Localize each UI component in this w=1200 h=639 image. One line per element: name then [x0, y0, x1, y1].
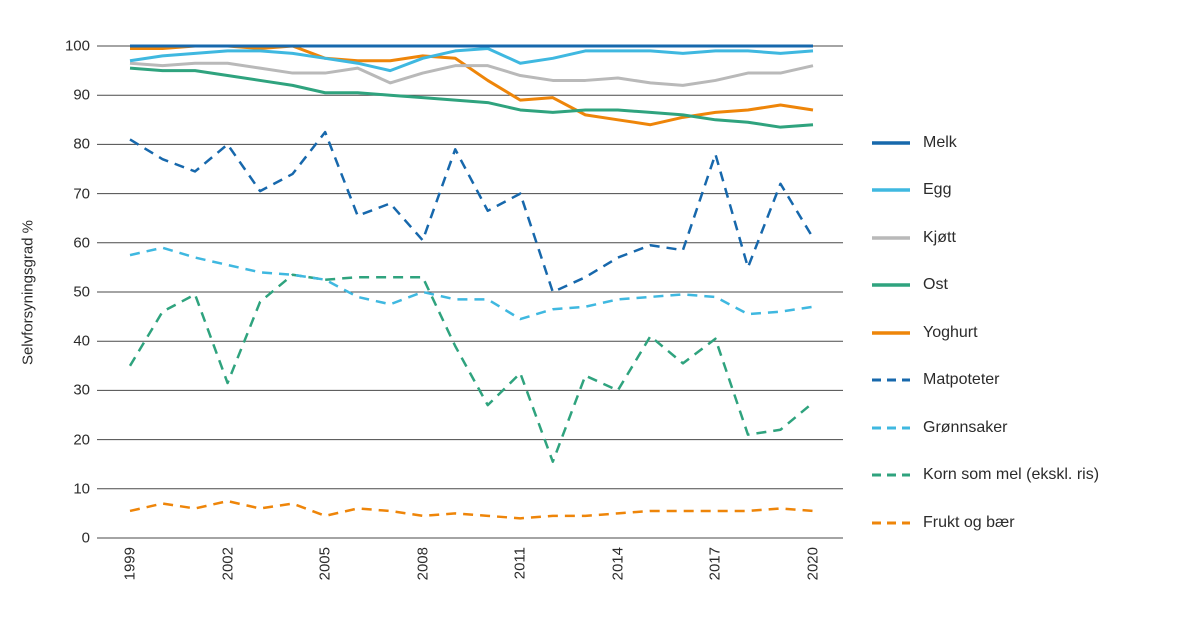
legend-item-frukt-og-b-r: Frukt og bær: [872, 499, 1099, 547]
legend-line-sample: [872, 331, 910, 335]
legend-line-sample: [872, 188, 910, 192]
legend-label: Melk: [923, 133, 957, 151]
x-tick-label: 1999: [121, 547, 139, 581]
x-tick-label: 2011: [511, 547, 529, 580]
series-line-frukt-og-b-r: [129, 499, 814, 520]
legend-line-sample: [872, 283, 910, 287]
legend-line-sample: [872, 141, 910, 145]
legend-item-gr-nnsaker: Grønnsaker: [872, 404, 1099, 452]
y-tick-label: 0: [81, 529, 90, 547]
series-line-ost: [129, 66, 814, 129]
y-tick-label: 40: [73, 332, 90, 350]
legend-label: Kjøtt: [923, 228, 956, 246]
legend-label: Korn som mel (ekskl. ris): [923, 466, 1100, 484]
y-tick-label: 80: [73, 135, 90, 153]
series-line-egg: [129, 46, 814, 73]
legend-item-kj-tt: Kjøtt: [872, 214, 1099, 262]
legend-item-yoghurt: Yoghurt: [872, 309, 1099, 357]
legend-label: Matpoteter: [923, 371, 1000, 389]
legend-label: Egg: [923, 181, 952, 199]
y-tick-label: 50: [73, 283, 90, 301]
legend-label: Frukt og bær: [923, 513, 1015, 531]
legend-label: Grønnsaker: [923, 418, 1008, 436]
series-line-korn-som-mel-ekskl-ris-: [128, 273, 814, 463]
x-tick-label: 2014: [609, 547, 627, 581]
y-tick-label: 90: [73, 86, 90, 104]
legend-line-sample: [872, 473, 910, 477]
legend-item-matpoteter: Matpoteter: [872, 357, 1099, 405]
legend-label: Ost: [923, 276, 948, 294]
legend-line-sample: [872, 426, 910, 430]
legend-item-korn-som-mel-ekskl-ris-: Korn som mel (ekskl. ris): [872, 452, 1099, 500]
legend-label: Yoghurt: [923, 323, 978, 341]
x-tick-label: 2005: [316, 547, 334, 581]
legend-item-ost: Ost: [872, 262, 1099, 310]
y-tick-label: 60: [73, 234, 90, 252]
series-line-gr-nnsaker: [129, 246, 814, 321]
legend: Melk Egg Kjøtt Ost Yoghurt Matpoteter Grønnsak…: [872, 119, 1099, 547]
legend-item-melk: Melk: [872, 119, 1099, 167]
y-tick-label: 20: [73, 431, 90, 449]
legend-line-sample: [872, 236, 910, 240]
legend-item-egg: Egg: [872, 167, 1099, 215]
y-tick-label: 70: [73, 185, 90, 203]
x-tick-label: 2002: [219, 547, 237, 581]
series-line-yoghurt: [130, 44, 814, 127]
x-tick-label: 2008: [414, 547, 432, 581]
legend-line-sample: [872, 521, 910, 525]
legend-line-sample: [872, 378, 910, 382]
x-tick-label: 2017: [706, 547, 724, 581]
y-tick-label: 30: [73, 381, 90, 399]
series-line-matpoteter: [129, 130, 815, 294]
x-tick-label: 2020: [804, 547, 822, 581]
series-line-kj-tt: [129, 61, 814, 87]
y-tick-label: 10: [73, 480, 90, 498]
y-tick-label: 100: [64, 37, 90, 55]
